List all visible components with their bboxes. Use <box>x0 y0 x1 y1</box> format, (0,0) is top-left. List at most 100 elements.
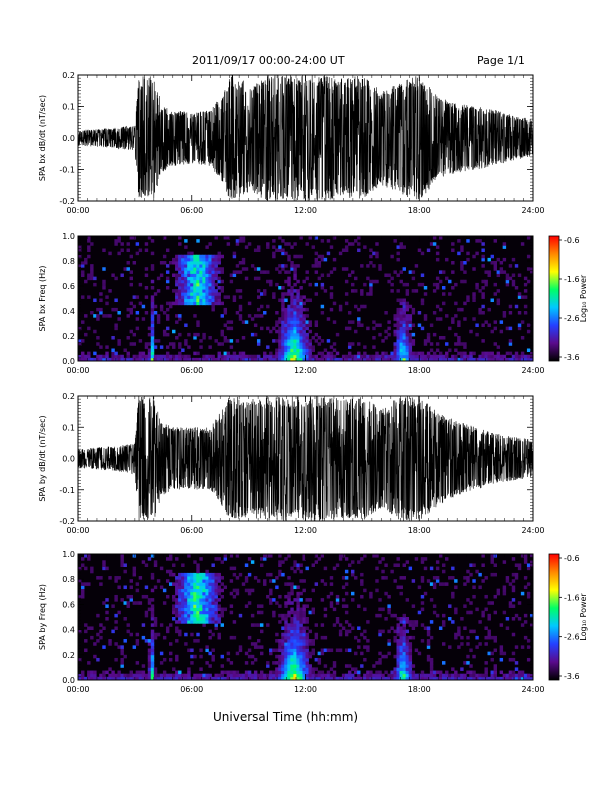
spectrogram-cell <box>281 292 285 296</box>
spectrogram-cell <box>178 572 182 577</box>
spectrogram-cell <box>399 245 403 249</box>
spectrogram-cell <box>369 292 373 296</box>
spectrogram-cell <box>375 323 379 328</box>
spectrogram-cell <box>454 354 458 359</box>
spectrogram-cell <box>281 651 285 656</box>
spectrogram-cell <box>187 582 191 586</box>
spectrogram-cell <box>423 557 428 561</box>
spectrogram-cell <box>323 676 328 681</box>
spectrogram-cell <box>214 585 218 590</box>
spectrogram-cell <box>451 261 455 265</box>
spectrogram-cell <box>253 576 258 580</box>
spectrogram-cell <box>432 242 437 246</box>
spectrogram-cell <box>526 279 531 284</box>
spectrogram-cell <box>156 289 161 293</box>
spectrogram-cell <box>390 289 394 293</box>
spectrogram-cell <box>199 339 203 343</box>
spectrogram-cell <box>402 673 406 678</box>
spectrogram-cell <box>284 632 288 637</box>
spectrogram-cell <box>390 276 394 281</box>
spectrogram-cell <box>396 342 400 346</box>
spectrogram-cell <box>320 598 325 602</box>
spectrogram-cell <box>490 351 494 356</box>
spectrogram-cell <box>178 594 182 599</box>
spectrogram-cell <box>187 254 191 259</box>
spectrogram-cell <box>417 248 422 253</box>
spectrogram-cell <box>208 254 212 259</box>
spectrogram-cell <box>290 357 294 362</box>
panel-3: 0.20.10.0-0.1-0.200:00 06:00 12:00 18:00 24:… <box>38 392 545 535</box>
spectrogram-cell <box>302 326 306 331</box>
spectrogram-cell <box>517 563 522 567</box>
spectrogram-cell <box>181 254 185 259</box>
spectrogram-cell <box>511 670 516 675</box>
spectrogram-cell <box>123 673 127 678</box>
spectrogram-cell <box>217 585 221 590</box>
spectrogram-cell <box>378 613 382 618</box>
spectrogram-cell <box>102 626 106 630</box>
spectrogram-cell <box>269 354 273 359</box>
spectrogram-cell <box>423 354 428 359</box>
spectrogram-cell <box>369 670 373 675</box>
spectrogram-cell <box>141 623 146 627</box>
spectrogram-cell <box>196 617 200 621</box>
spectrogram-cell <box>256 645 261 649</box>
spectrogram-cell <box>150 629 155 634</box>
spectrogram-cell <box>293 676 297 681</box>
spectrogram-cell <box>211 610 215 615</box>
spectrogram-cell <box>381 629 385 634</box>
spectrogram-cell <box>281 642 285 646</box>
spectrogram-cell <box>499 623 504 627</box>
spectrogram-cell <box>117 317 121 321</box>
spectrogram-cell <box>332 623 337 627</box>
spectrogram-cell <box>460 673 464 678</box>
spectrogram-cell <box>508 351 513 356</box>
spectrogram-cell <box>281 251 285 256</box>
spectrogram-cell <box>87 248 91 253</box>
spectrogram-cell <box>102 314 106 318</box>
spectrogram-cell <box>460 279 464 284</box>
spectrogram-cell <box>205 594 209 599</box>
spectrogram-cell <box>165 629 170 634</box>
spectrogram-cell <box>326 673 331 678</box>
spectrogram-cell <box>178 579 182 583</box>
spectrogram-cell <box>196 576 200 580</box>
spectrogram-cell <box>196 585 200 590</box>
spectrogram-cell <box>123 617 127 621</box>
spectrogram-cell <box>211 582 215 586</box>
spectrogram-cell <box>190 251 194 256</box>
spectrogram-cell <box>205 261 209 265</box>
spectrogram-cell <box>229 339 234 343</box>
spectrogram-cell <box>363 351 367 356</box>
spectrogram-cell <box>260 304 264 309</box>
spectrogram-cell <box>241 236 246 240</box>
spectrogram-cell <box>184 579 188 583</box>
spectrogram-cell <box>396 357 400 362</box>
spectrogram-cell <box>281 314 285 318</box>
spectrogram-cell <box>344 591 349 596</box>
spectrogram-cell <box>311 563 315 567</box>
spectrogram-cell <box>481 286 485 290</box>
spectrogram-cell <box>87 673 91 678</box>
spectrogram-cell <box>250 613 255 618</box>
spectrogram-cell <box>81 351 85 356</box>
spectrogram-cell <box>375 351 379 356</box>
spectrogram-cell <box>372 320 376 324</box>
spectrogram-cell <box>296 307 300 312</box>
spectrogram-cell <box>432 351 437 356</box>
spectrogram-cell <box>208 273 212 278</box>
spectrogram-cell <box>235 289 240 293</box>
spectrogram-cell <box>81 320 85 324</box>
spectrogram-cell <box>84 566 88 571</box>
spectrogram-cell <box>81 357 85 362</box>
spectrogram-cell <box>284 336 288 340</box>
spectrogram-cell <box>193 620 197 624</box>
spectrogram-cell <box>211 563 215 567</box>
spectrogram-cell <box>381 654 385 659</box>
spectrogram-cell <box>244 563 249 567</box>
spectrogram-cell <box>308 654 312 659</box>
spectrogram-cell <box>311 670 315 675</box>
spectrogram-cell <box>490 261 494 265</box>
spectrogram-cell <box>399 342 403 346</box>
spectrogram-cell <box>335 351 340 356</box>
